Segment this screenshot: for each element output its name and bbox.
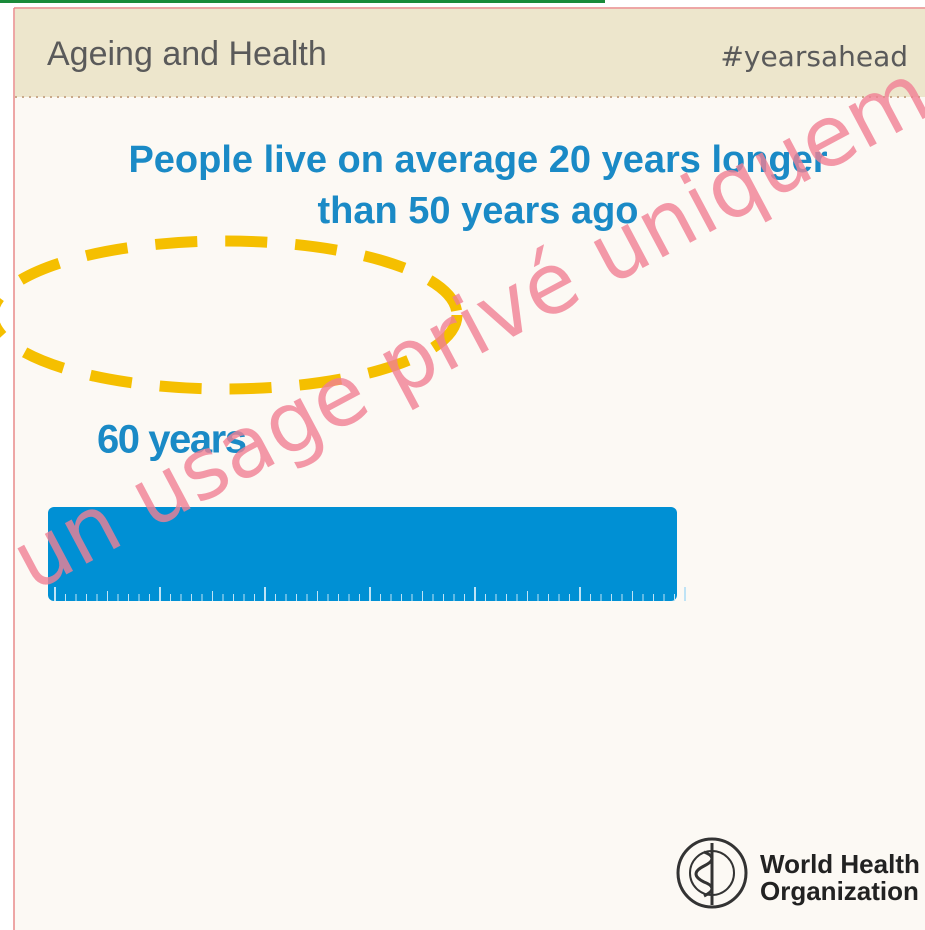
ruler <box>54 587 686 601</box>
top-edge <box>0 0 605 3</box>
headline-line: People live on average 20 years longer <box>128 139 827 181</box>
logo-emblem <box>676 837 748 909</box>
life-bar <box>48 507 677 601</box>
hashtag: #yearsahead <box>720 40 908 73</box>
bar-label: 60 years <box>97 418 247 462</box>
background <box>14 8 925 930</box>
header-title: Ageing and Health <box>47 35 327 73</box>
header-band <box>15 9 925 97</box>
who-logo <box>676 837 748 909</box>
logo-text: Organization <box>760 876 919 906</box>
headline-line: than 50 years ago <box>317 190 638 232</box>
logo-text: World Health <box>760 849 920 879</box>
logo-snake <box>694 850 714 898</box>
dashed-ellipse <box>0 235 463 395</box>
